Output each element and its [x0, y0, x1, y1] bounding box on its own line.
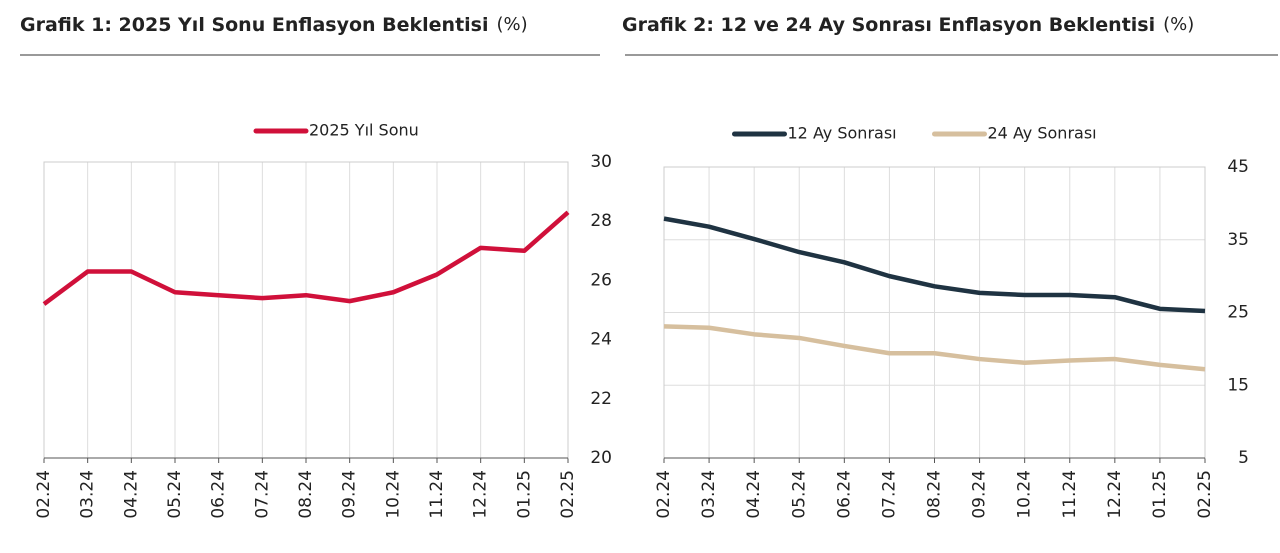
title-text: Grafik 2: 12 ve 24 Ay Sonrası Enflasyon …	[622, 14, 1155, 36]
x-tick-label: 02.24	[34, 470, 54, 519]
x-tick-label: 11.24	[427, 470, 447, 519]
y-tick-label: 5	[1238, 448, 1249, 468]
x-tick-label: 12.24	[471, 470, 491, 519]
series-line	[663, 216, 1206, 314]
x-tick-label: 07.24	[879, 470, 899, 519]
legend-label: 12 Ay Sonrası	[788, 124, 897, 143]
y-tick-label: 45	[1227, 157, 1249, 177]
x-tick-label: 01.25	[514, 470, 534, 519]
chart-title: Grafik 2: 12 ve 24 Ay Sonrası Enflasyon …	[622, 14, 1194, 36]
x-tick-label: 05.24	[789, 470, 809, 519]
x-tick-label: 12.24	[1105, 470, 1125, 519]
y-tick-label: 15	[1227, 375, 1249, 395]
x-tick-label: 04.24	[121, 470, 141, 519]
x-tick-label: 06.24	[834, 470, 854, 519]
x-tick-label: 02.25	[1195, 470, 1215, 519]
title-unit: (%)	[497, 14, 528, 35]
x-tick-label: 04.24	[744, 470, 764, 519]
x-tick-label: 05.24	[165, 470, 185, 519]
x-tick-label: 08.24	[296, 470, 316, 519]
y-tick-label: 26	[590, 270, 612, 290]
y-tick-label: 28	[590, 211, 612, 231]
legend-label: 2025 Yıl Sonu	[309, 121, 419, 140]
x-tick-label: 10.24	[1015, 470, 1035, 519]
x-tick-label: 01.25	[1150, 470, 1170, 519]
x-tick-label: 08.24	[925, 470, 945, 519]
x-tick-label: 11.24	[1060, 470, 1080, 519]
y-tick-label: 30	[590, 152, 612, 172]
y-tick-label: 20	[590, 448, 612, 468]
x-tick-label: 07.24	[252, 470, 272, 519]
x-tick-label: 02.25	[558, 470, 578, 519]
x-tick-label: 06.24	[209, 470, 229, 519]
y-tick-label: 25	[1227, 303, 1249, 323]
x-tick-label: 10.24	[383, 470, 403, 519]
series-line	[42, 210, 570, 306]
chart-title: Grafik 1: 2025 Yıl Sonu Enflasyon Beklen…	[20, 14, 528, 36]
title-text: Grafik 1: 2025 Yıl Sonu Enflasyon Beklen…	[20, 14, 489, 36]
x-tick-label: 03.24	[699, 470, 719, 519]
y-tick-label: 35	[1227, 230, 1249, 250]
legend-label: 24 Ay Sonrası	[988, 124, 1097, 143]
y-tick-label: 24	[590, 330, 612, 350]
x-tick-label: 09.24	[970, 470, 990, 519]
title-unit: (%)	[1163, 14, 1194, 35]
x-tick-label: 09.24	[340, 470, 360, 519]
x-tick-label: 02.24	[654, 470, 674, 519]
x-tick-label: 03.24	[78, 470, 98, 519]
series-line	[663, 324, 1206, 372]
y-tick-label: 22	[590, 389, 612, 409]
